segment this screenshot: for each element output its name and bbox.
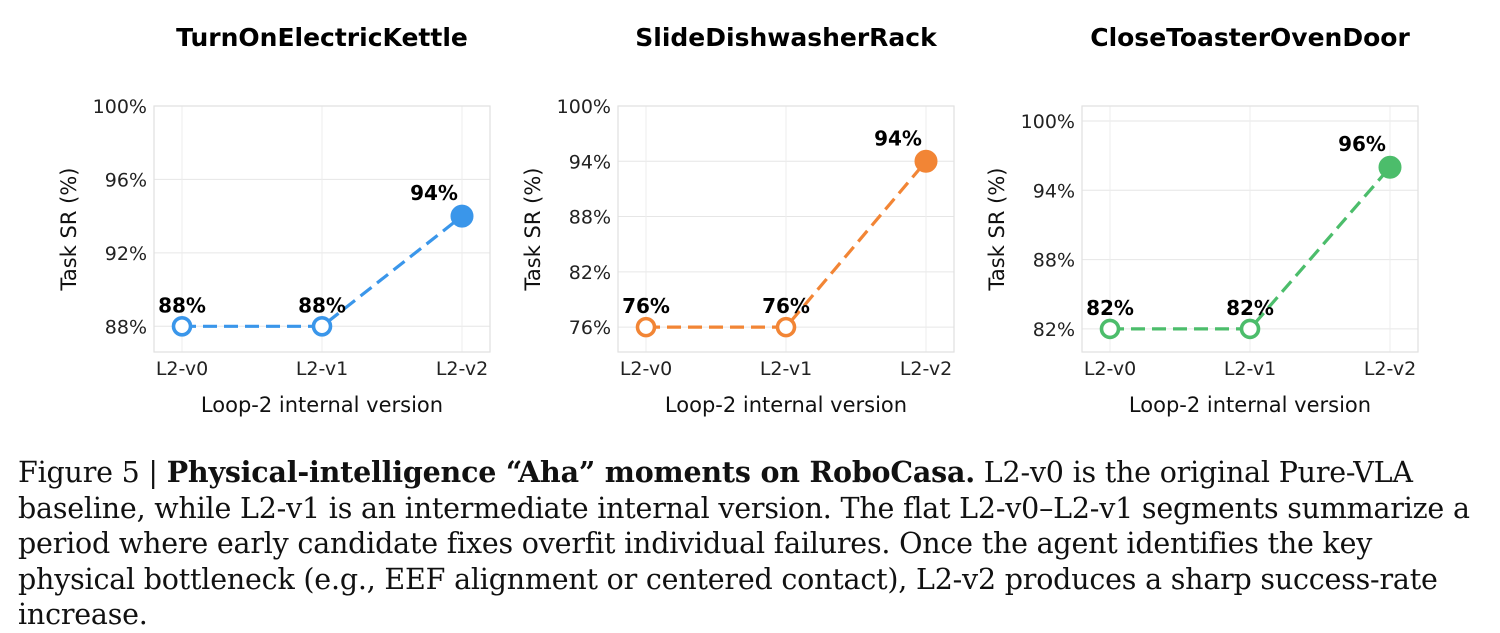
data-point-filled	[1378, 155, 1402, 179]
y-tick-label: 100%	[93, 96, 147, 118]
data-point-hollow	[1099, 318, 1121, 340]
y-tick-label: 100%	[557, 96, 611, 118]
caption-bold: Physical-intelligence “Aha” moments on R…	[166, 455, 975, 489]
data-label: 94%	[410, 181, 458, 205]
y-tick-label: 88%	[1033, 250, 1075, 272]
data-label: 88%	[158, 293, 206, 317]
y-axis-label: Task SR (%)	[57, 168, 81, 292]
y-tick-label: 92%	[105, 243, 147, 265]
y-tick-label: 76%	[569, 317, 611, 339]
plot-frame	[617, 105, 955, 353]
data-label: 96%	[1338, 132, 1386, 156]
x-axis-label: Loop-2 internal version	[665, 393, 907, 417]
y-tick-label: 94%	[569, 151, 611, 173]
x-tick-label: L2-v0	[620, 358, 672, 380]
y-tick-label: 100%	[1021, 111, 1075, 133]
data-point-hollow	[635, 316, 657, 338]
data-point-hollow	[1239, 318, 1261, 340]
x-tick-label: L2-v2	[900, 358, 952, 380]
chart-panel-2: SlideDishwasherRack 76% 82% 88% 94% 100% L2-v0…	[521, 23, 955, 417]
data-label: 82%	[1086, 296, 1134, 320]
charts-figure: TurnOnElectricKettle 88% 92% 96% 100% L2-v0 L2…	[57, 23, 1419, 417]
caption-text: L2-v0 is the original Pure-VLA baseline,…	[18, 456, 1470, 631]
x-axis-label: Loop-2 internal version	[201, 393, 443, 417]
data-label: 76%	[762, 294, 810, 318]
data-point-hollow	[171, 315, 193, 337]
data-point-filled	[914, 149, 938, 173]
chart-title: CloseToasterOvenDoor	[1090, 23, 1410, 52]
plot-frame	[1081, 105, 1419, 353]
chart-title: TurnOnElectricKettle	[176, 23, 468, 52]
y-tick-label: 82%	[569, 262, 611, 284]
figure-label: Figure 5 |	[18, 456, 158, 489]
plot-frame	[153, 105, 491, 353]
figure-caption: Figure 5 | Physical-intelligence “Aha” m…	[18, 455, 1488, 633]
y-tick-label: 88%	[105, 316, 147, 338]
x-tick-label: L2-v1	[296, 358, 348, 380]
x-tick-label: L2-v0	[156, 358, 208, 380]
x-tick-label: L2-v2	[436, 358, 488, 380]
data-label: 88%	[298, 293, 346, 317]
y-tick-label: 82%	[1033, 319, 1075, 341]
x-tick-label: L2-v1	[1224, 358, 1276, 380]
y-tick-label: 94%	[1033, 180, 1075, 202]
x-tick-label: L2-v2	[1364, 358, 1416, 380]
y-axis-label: Task SR (%)	[521, 168, 545, 292]
chart-panel-1: TurnOnElectricKettle 88% 92% 96% 100% L2-v0 L2…	[57, 23, 491, 417]
chart-panel-3: CloseToasterOvenDoor 82% 88% 94% 100% L2-v0 L2…	[985, 23, 1419, 417]
data-label: 82%	[1226, 296, 1274, 320]
y-axis-label: Task SR (%)	[985, 168, 1009, 292]
data-point-hollow	[775, 316, 797, 338]
data-label: 76%	[622, 294, 670, 318]
x-axis-label: Loop-2 internal version	[1129, 393, 1371, 417]
y-tick-label: 96%	[105, 169, 147, 191]
chart-title: SlideDishwasherRack	[635, 23, 938, 52]
x-tick-label: L2-v0	[1084, 358, 1136, 380]
data-point-filled	[450, 204, 474, 228]
y-tick-label: 88%	[569, 207, 611, 229]
x-tick-label: L2-v1	[760, 358, 812, 380]
data-label: 94%	[874, 126, 922, 150]
data-point-hollow	[311, 315, 333, 337]
